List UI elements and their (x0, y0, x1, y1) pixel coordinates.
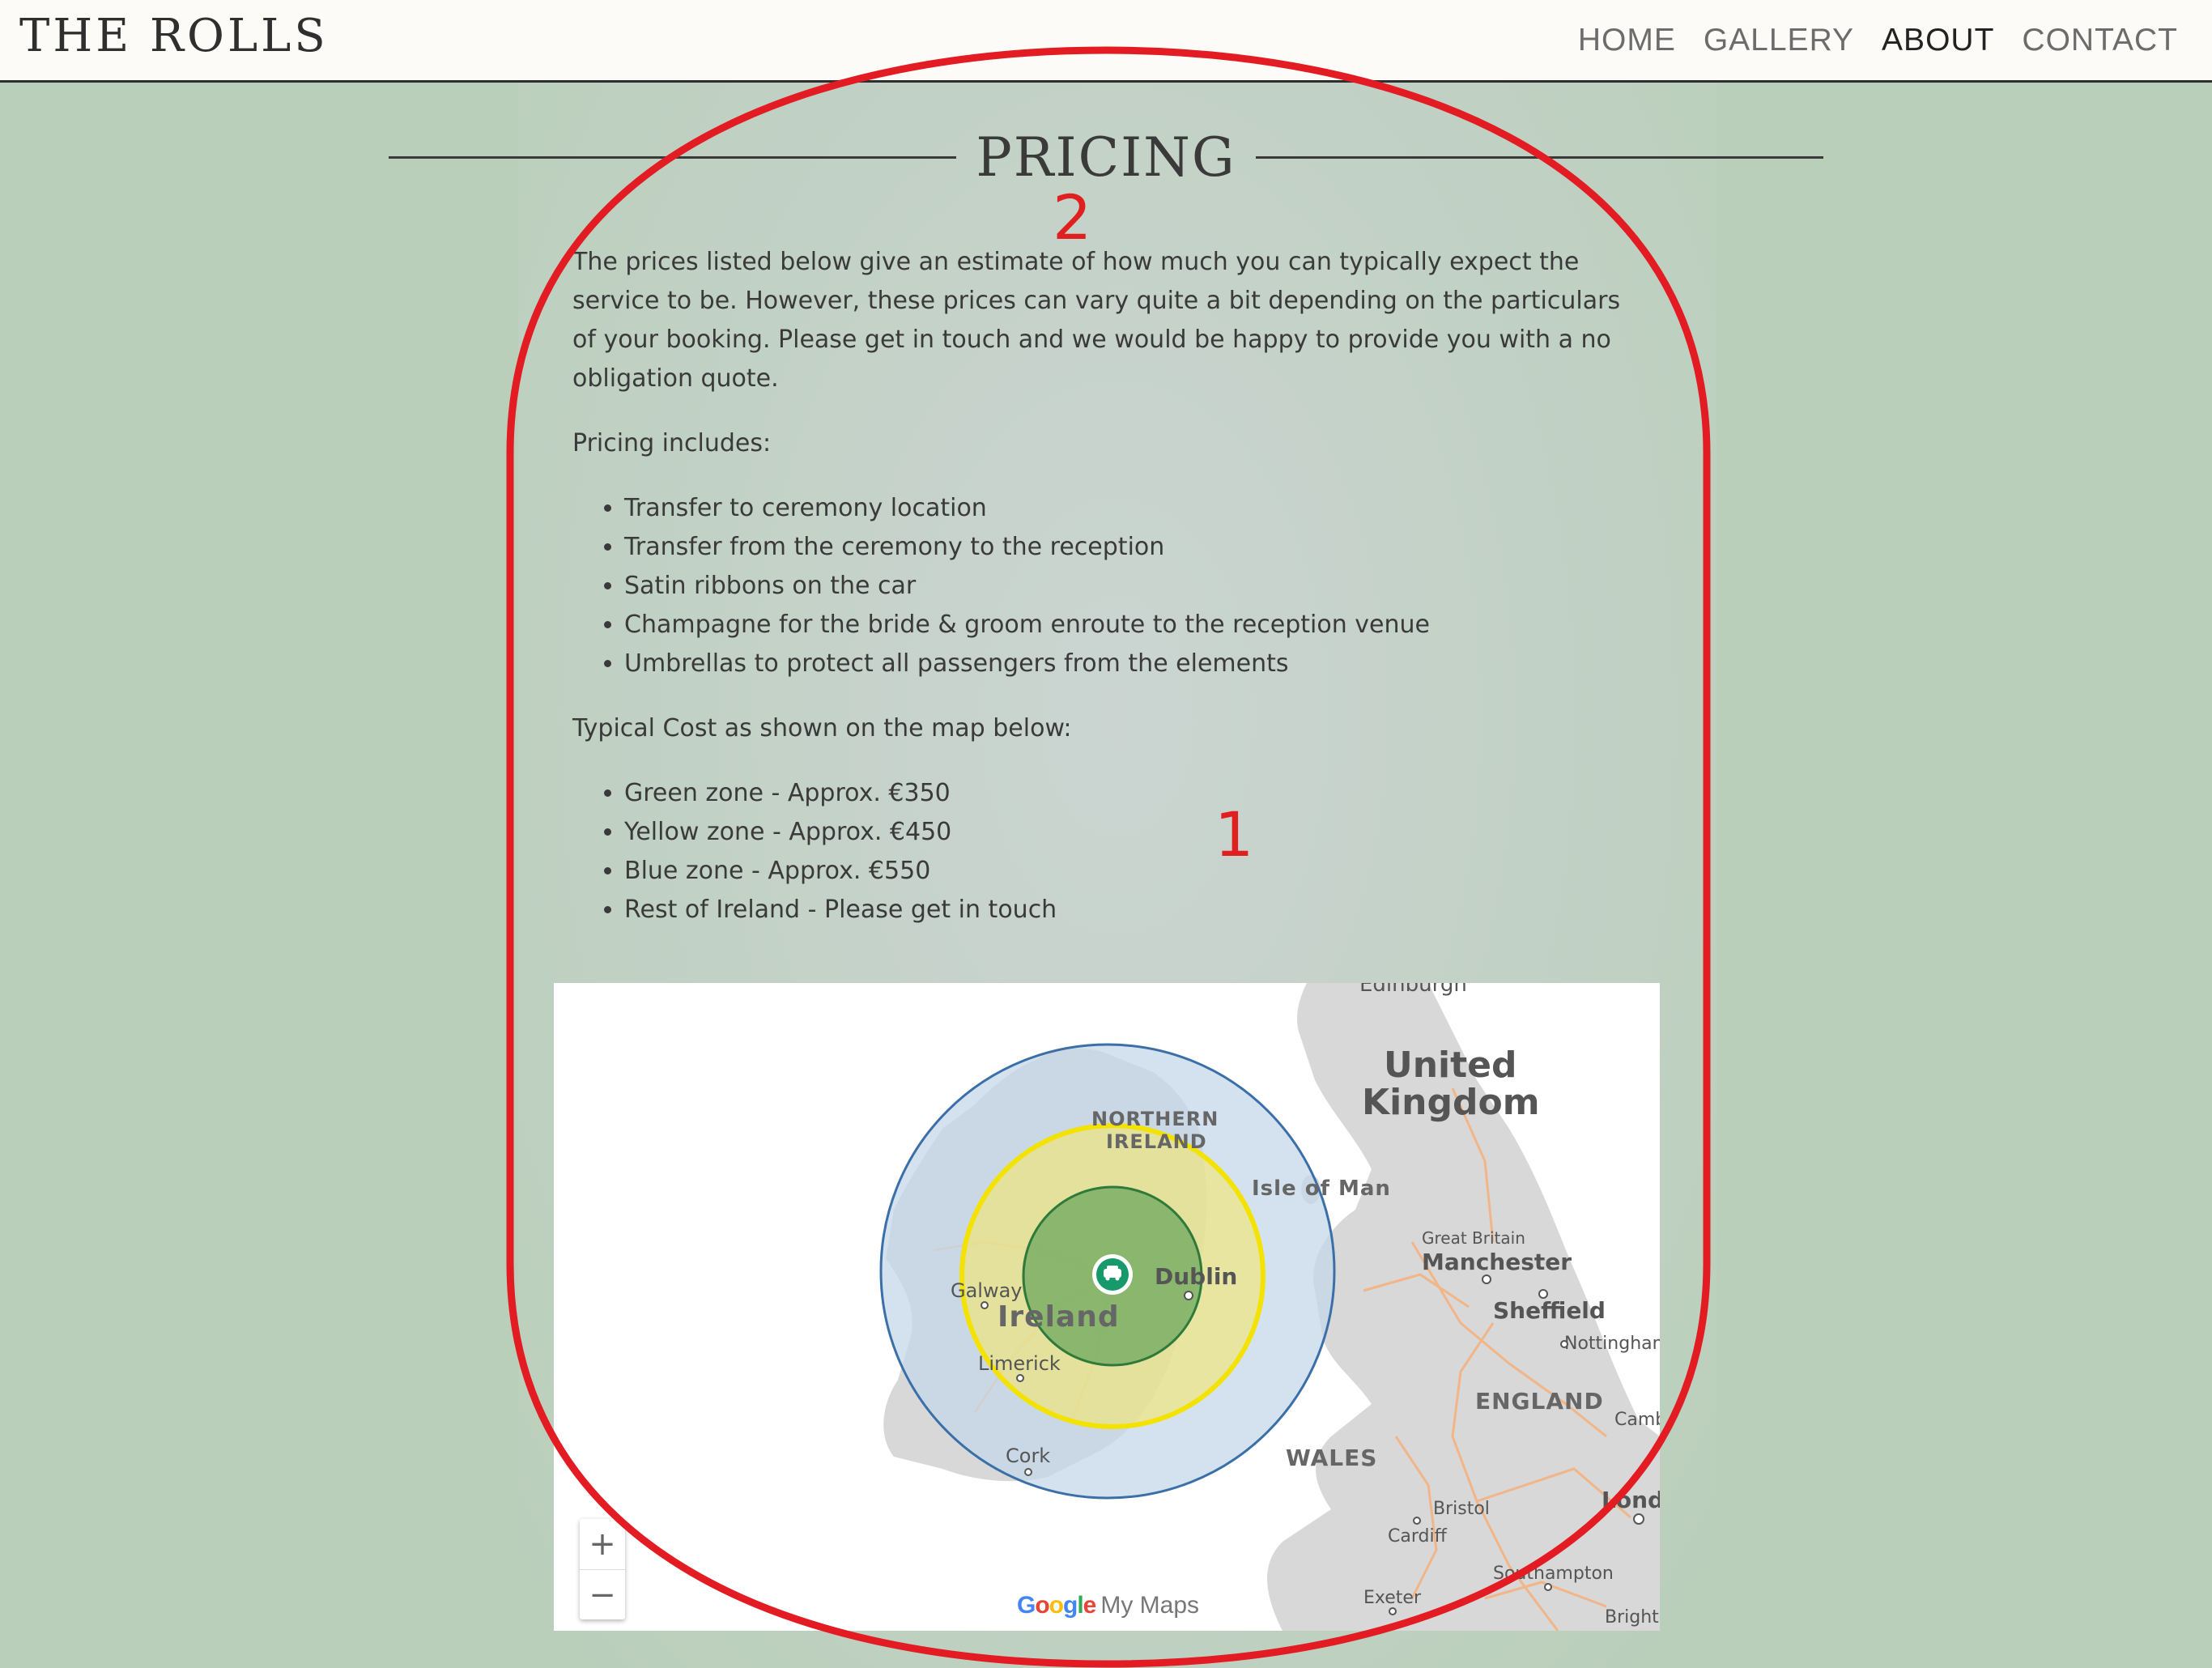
annotation-label-2: 2 (1053, 181, 1092, 253)
zoom-out-button[interactable]: − (580, 1569, 625, 1619)
list-item: Umbrellas to protect all passengers from… (624, 645, 1641, 683)
map-label-nottingham: Nottingham (1564, 1334, 1660, 1354)
list-item: Transfer to ceremony location (624, 489, 1641, 528)
map-label-cork: Cork (1006, 1445, 1050, 1467)
zoom-control: + − (580, 1519, 625, 1619)
includes-list: Transfer to ceremony location Transfer f… (624, 489, 1641, 683)
list-item: Green zone - Approx. €350 (624, 774, 1641, 813)
map-label-wales: WALES (1286, 1445, 1377, 1471)
pricing-content: The prices listed below give an estimate… (572, 243, 1641, 955)
my-maps-label: My Maps (1100, 1592, 1200, 1619)
cost-label: Typical Cost as shown on the map below: (572, 714, 1072, 743)
list-item: Yellow zone - Approx. €450 (624, 813, 1641, 852)
map-label-brighton: Brighto (1605, 1607, 1660, 1628)
list-item: Transfer from the ceremony to the recept… (624, 528, 1641, 567)
map-label-dublin: Dublin (1155, 1263, 1237, 1290)
main-nav: HOME GALLERY ABOUT CONTACT (1578, 23, 2178, 58)
map-label-southampton: Southampton (1493, 1564, 1614, 1584)
page-title: PRICING (976, 126, 1236, 189)
intro-paragraph: The prices listed below give an estimate… (572, 248, 1621, 393)
map-credit: Google My Maps (1017, 1592, 1199, 1619)
map-label-london: Londo (1602, 1487, 1660, 1513)
nav-contact[interactable]: CONTACT (2022, 23, 2178, 57)
map-label-kingdom: Kingdom (1362, 1082, 1540, 1123)
heading-rule-left (389, 155, 957, 159)
map-label-isle-of-man: Isle of Man (1252, 1177, 1391, 1201)
map-label-england: ENGLAND (1475, 1388, 1604, 1415)
embedded-map[interactable]: Edinburgh United Kingdom NORTHERN IRELAN… (554, 983, 1660, 1631)
site-header: THE ROLLS HOME GALLERY ABOUT CONTACT (0, 0, 2212, 83)
zoom-in-button[interactable]: + (589, 1525, 616, 1563)
car-icon[interactable] (1092, 1254, 1133, 1295)
map-label-exeter: Exeter (1363, 1588, 1422, 1608)
nav-home[interactable]: HOME (1577, 23, 1676, 57)
cost-list: Green zone - Approx. €350 Yellow zone - … (624, 774, 1641, 930)
annotation-label-1: 1 (1214, 798, 1254, 870)
list-item: Rest of Ireland - Please get in touch (624, 891, 1641, 930)
map-label-galway: Galway (951, 1279, 1023, 1302)
section-heading: PRICING (389, 123, 1823, 191)
map-label-limerick: Limerick (978, 1352, 1061, 1375)
map-label-manchester: Manchester (1422, 1249, 1572, 1275)
heading-rule-right (1255, 155, 1823, 159)
map-label-united: United (1384, 1045, 1517, 1086)
map-label-ireland: Ireland (998, 1300, 1120, 1334)
map-label-northern-ireland-2: IRELAND (1106, 1130, 1207, 1153)
list-item: Blue zone - Approx. €550 (624, 852, 1641, 891)
map-label-northern-ireland-1: NORTHERN (1091, 1108, 1219, 1130)
nav-about[interactable]: ABOUT (1882, 23, 1995, 57)
includes-label: Pricing includes: (572, 429, 772, 457)
map-label-edinburgh: Edinburgh (1359, 983, 1467, 997)
google-logo: Google (1017, 1592, 1096, 1619)
map-label-bristol: Bristol (1433, 1499, 1490, 1519)
list-item: Champagne for the bride & groom enroute … (624, 606, 1641, 645)
map-label-cardiff: Cardiff (1388, 1526, 1448, 1547)
map-label-cambridge: Cambr (1614, 1410, 1660, 1430)
nav-gallery[interactable]: GALLERY (1703, 23, 1855, 57)
map-label-great-britain: Great Britain (1422, 1228, 1525, 1248)
list-item: Satin ribbons on the car (624, 567, 1641, 606)
map-label-sheffield: Sheffield (1493, 1297, 1606, 1324)
map-canvas[interactable]: Edinburgh United Kingdom NORTHERN IRELAN… (554, 983, 1660, 1631)
brand-logo-text[interactable]: THE ROLLS (19, 10, 329, 62)
